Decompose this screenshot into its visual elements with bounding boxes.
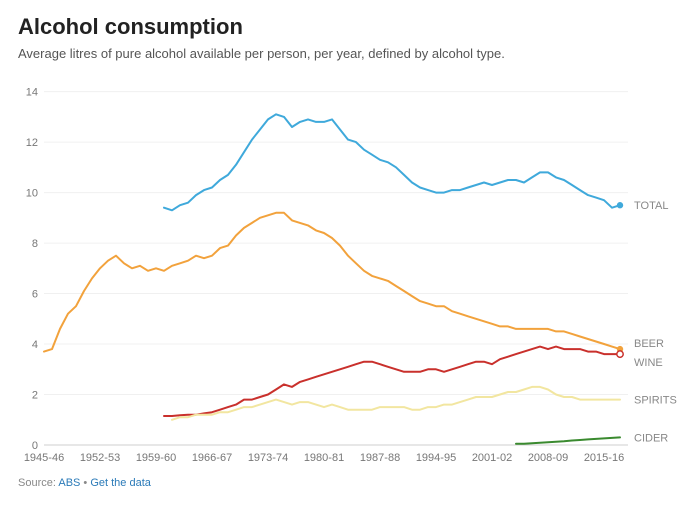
svg-text:10: 10 <box>26 188 38 200</box>
chart-subtitle: Average litres of pure alcohol available… <box>18 46 682 61</box>
series-label-cider: CIDER <box>634 432 668 444</box>
series-label-wine: WINE <box>634 357 663 369</box>
svg-text:1987-88: 1987-88 <box>360 452 400 464</box>
series-label-beer: BEER <box>634 338 664 350</box>
svg-text:8: 8 <box>32 238 38 250</box>
svg-text:4: 4 <box>32 339 38 351</box>
svg-text:12: 12 <box>26 137 38 149</box>
svg-text:2015-16: 2015-16 <box>584 452 624 464</box>
chart-svg: 0 2 4 6 8 10 12 14 1945-46 1952-53 1959-60 1966-67 1… <box>18 71 682 471</box>
svg-text:1966-67: 1966-67 <box>192 452 232 464</box>
svg-text:2: 2 <box>32 390 38 402</box>
svg-text:2001-02: 2001-02 <box>472 452 512 464</box>
svg-text:14: 14 <box>26 87 38 99</box>
svg-text:1980-81: 1980-81 <box>304 452 344 464</box>
svg-text:2008-09: 2008-09 <box>528 452 568 464</box>
chart-title: Alcohol consumption <box>18 14 682 40</box>
source-link[interactable]: ABS <box>58 477 80 489</box>
svg-text:1959-60: 1959-60 <box>136 452 176 464</box>
svg-text:1973-74: 1973-74 <box>248 452 288 464</box>
footer-prefix: Source: <box>18 477 58 489</box>
chart-plot: 0 2 4 6 8 10 12 14 1945-46 1952-53 1959-60 1966-67 1… <box>18 71 682 471</box>
svg-text:1994-95: 1994-95 <box>416 452 456 464</box>
svg-text:1952-53: 1952-53 <box>80 452 120 464</box>
series-label-total: TOTAL <box>634 200 668 212</box>
svg-text:6: 6 <box>32 289 38 301</box>
svg-text:0: 0 <box>32 440 38 452</box>
chart-container: Alcohol consumption Average litres of pu… <box>0 0 700 513</box>
series-label-spirits: SPIRITS <box>634 395 677 407</box>
footer-sep: • <box>80 477 90 489</box>
get-data-link[interactable]: Get the data <box>90 477 151 489</box>
svg-text:1945-46: 1945-46 <box>24 452 64 464</box>
chart-footer: Source: ABS • Get the data <box>18 477 682 489</box>
